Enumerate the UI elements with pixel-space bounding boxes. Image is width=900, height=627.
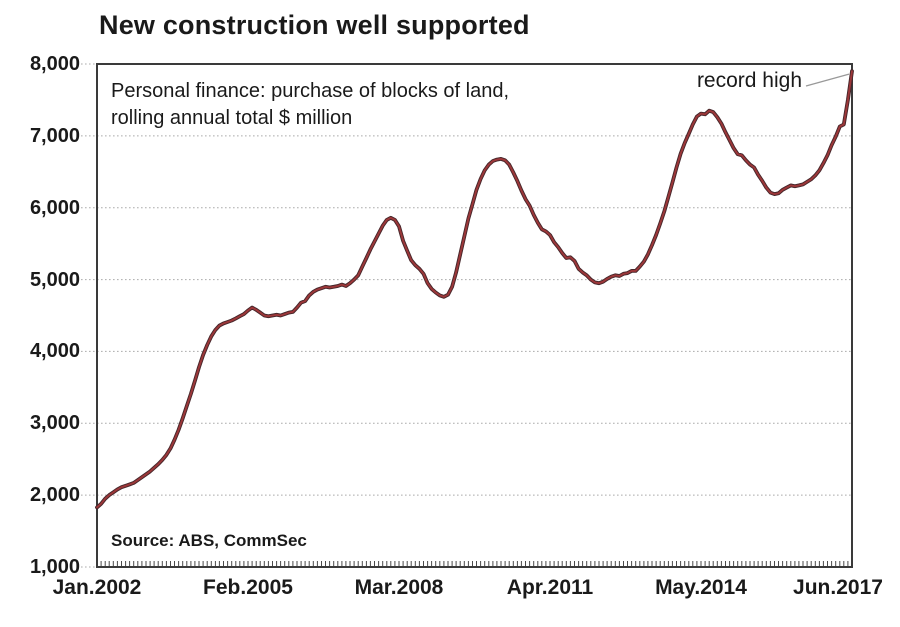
y-axis-label: 1,000 <box>29 556 80 578</box>
plot-frame <box>96 63 853 568</box>
data-line <box>96 70 853 509</box>
y-axis-label: 5,000 <box>29 268 80 291</box>
record-high-annotation: record high <box>696 69 802 92</box>
x-axis-label: Jan.2002 <box>52 576 142 599</box>
y-axis-label: 3,000 <box>29 412 80 435</box>
chart-subtitle-line1: Personal finance: purchase of blocks of … <box>111 80 510 102</box>
y-axis-label: 8,000 <box>29 53 80 75</box>
x-axis-label: May.2014 <box>655 576 747 599</box>
y-axis-label: 2,000 <box>29 484 80 507</box>
data-line-outline <box>95 69 854 510</box>
y-axis-label: 4,000 <box>29 340 80 363</box>
x-axis-label: Jun.2017 <box>793 576 883 599</box>
y-axis-label: 6,000 <box>29 196 80 219</box>
record-high-callout-line <box>805 73 850 87</box>
y-axis-label: 7,000 <box>29 124 80 147</box>
chart-subtitle: Personal finance: purchase of blocks of … <box>111 78 509 132</box>
x-axis-label: Feb.2005 <box>203 576 293 599</box>
x-axis-label: Apr.2011 <box>506 576 594 599</box>
chart-title: New construction well supported <box>99 10 530 40</box>
chart-subtitle-line2: rolling annual total $ million <box>111 107 353 129</box>
x-axis-label: Mar.2008 <box>354 576 444 599</box>
source-note: Source: ABS, CommSec <box>111 531 307 550</box>
